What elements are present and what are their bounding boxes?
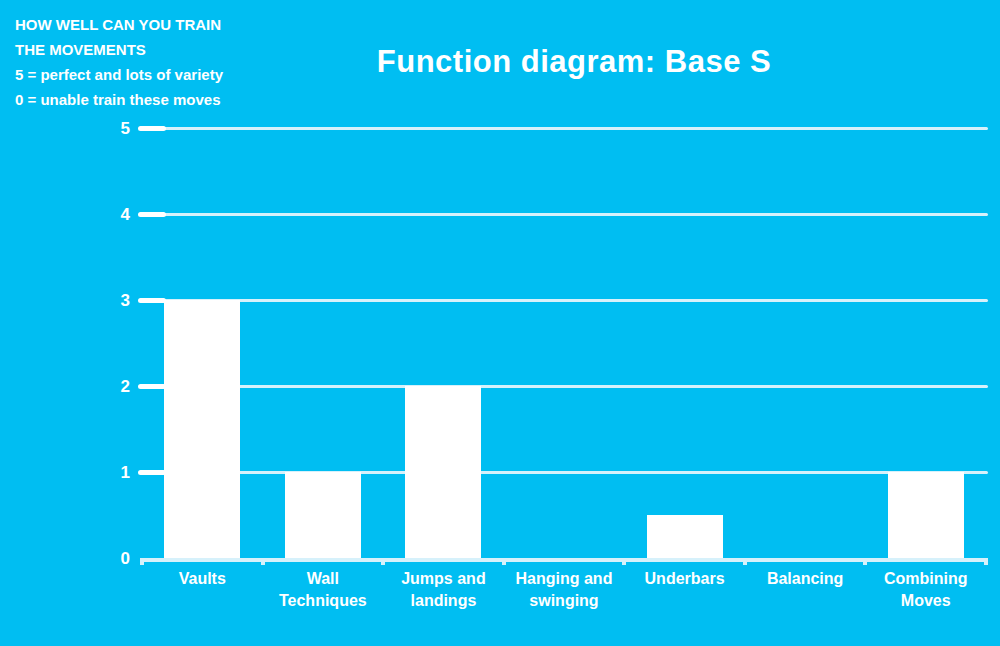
category-label-4: Underbars (624, 568, 745, 590)
x-axis-boundary-tick-6 (863, 558, 867, 565)
gridline-3 (140, 299, 988, 302)
bar-vaults (164, 300, 240, 558)
x-axis-boundary-tick-3 (502, 558, 506, 565)
gridline-5 (140, 127, 988, 130)
bar-combining (888, 472, 964, 558)
y-axis-tick-3 (138, 298, 166, 303)
gridline-4 (140, 213, 988, 216)
gridline-2 (140, 385, 988, 388)
y-axis-tick-2 (138, 384, 166, 389)
y-axis-tick-5 (138, 126, 166, 131)
x-axis-boundary-tick-5 (743, 558, 747, 565)
chart-title: Function diagram: Base S (150, 44, 998, 80)
y-tick-label-2: 2 (90, 378, 130, 395)
x-axis-boundary-tick-2 (381, 558, 385, 565)
category-label-3: Hanging and swinging (504, 568, 625, 612)
annotation-line-1: HOW WELL CAN YOU TRAIN (15, 12, 223, 37)
gridline-1 (140, 471, 988, 474)
x-axis-boundary-tick-7 (984, 558, 988, 565)
x-axis-boundary-tick-4 (622, 558, 626, 565)
y-axis-tick-4 (138, 212, 166, 217)
category-label-0: Vaults (142, 568, 263, 590)
category-label-2: Jumps and landings (383, 568, 504, 612)
y-tick-label-3: 3 (90, 292, 130, 309)
x-axis-boundary-tick-0 (140, 558, 144, 565)
bar-wall (285, 472, 361, 558)
y-axis-tick-1 (138, 470, 166, 475)
category-label-5: Balancing (745, 568, 866, 590)
y-tick-label-1: 1 (90, 464, 130, 481)
y-tick-label-5: 5 (90, 120, 130, 137)
x-axis-line (140, 558, 988, 562)
annotation-line-4: 0 = unable train these moves (15, 87, 223, 112)
y-tick-label-0: 0 (90, 550, 130, 567)
y-tick-label-4: 4 (90, 206, 130, 223)
chart-root: HOW WELL CAN YOU TRAIN THE MOVEMENTS 5 =… (0, 0, 1000, 646)
category-label-1: Wall Techniques (263, 568, 384, 612)
bar-jumps-and (405, 386, 481, 558)
category-label-6: Combining Moves (865, 568, 986, 612)
x-axis-boundary-tick-1 (261, 558, 265, 565)
bar-underbars (647, 515, 723, 558)
